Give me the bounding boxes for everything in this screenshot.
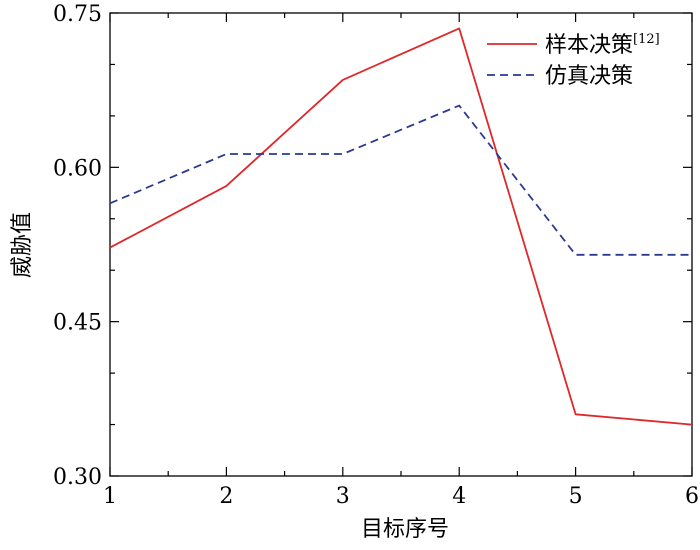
y-tick-label: 0.60 (53, 156, 102, 181)
x-axis-title: 目标序号 (361, 517, 449, 542)
x-tick-label: 4 (452, 484, 466, 509)
x-tick-label: 3 (336, 484, 350, 509)
x-tick-label: 2 (219, 484, 233, 509)
x-tick-label: 6 (685, 484, 699, 509)
legend-label-1: 样本决策[12] (545, 32, 660, 58)
y-tick-label: 0.30 (53, 465, 102, 490)
series-layer (109, 27, 693, 426)
y-axis: 0.30 0.45 0.60 0.75 (53, 2, 692, 490)
y-tick-label: 0.45 (53, 311, 102, 336)
legend-citation: [12] (633, 32, 660, 47)
x-axis: 1 2 3 4 5 6 (103, 13, 699, 509)
series-line-2 (109, 104, 692, 256)
y-axis-title: 威胁值 (10, 212, 35, 278)
legend-label-2: 仿真决策 (545, 64, 633, 89)
series-line-1 (109, 27, 693, 426)
legend: 样本决策[12] 仿真决策 (487, 32, 660, 89)
x-tick-label: 1 (103, 484, 117, 509)
y-tick-label: 0.75 (53, 2, 102, 27)
x-tick-label: 5 (569, 484, 583, 509)
